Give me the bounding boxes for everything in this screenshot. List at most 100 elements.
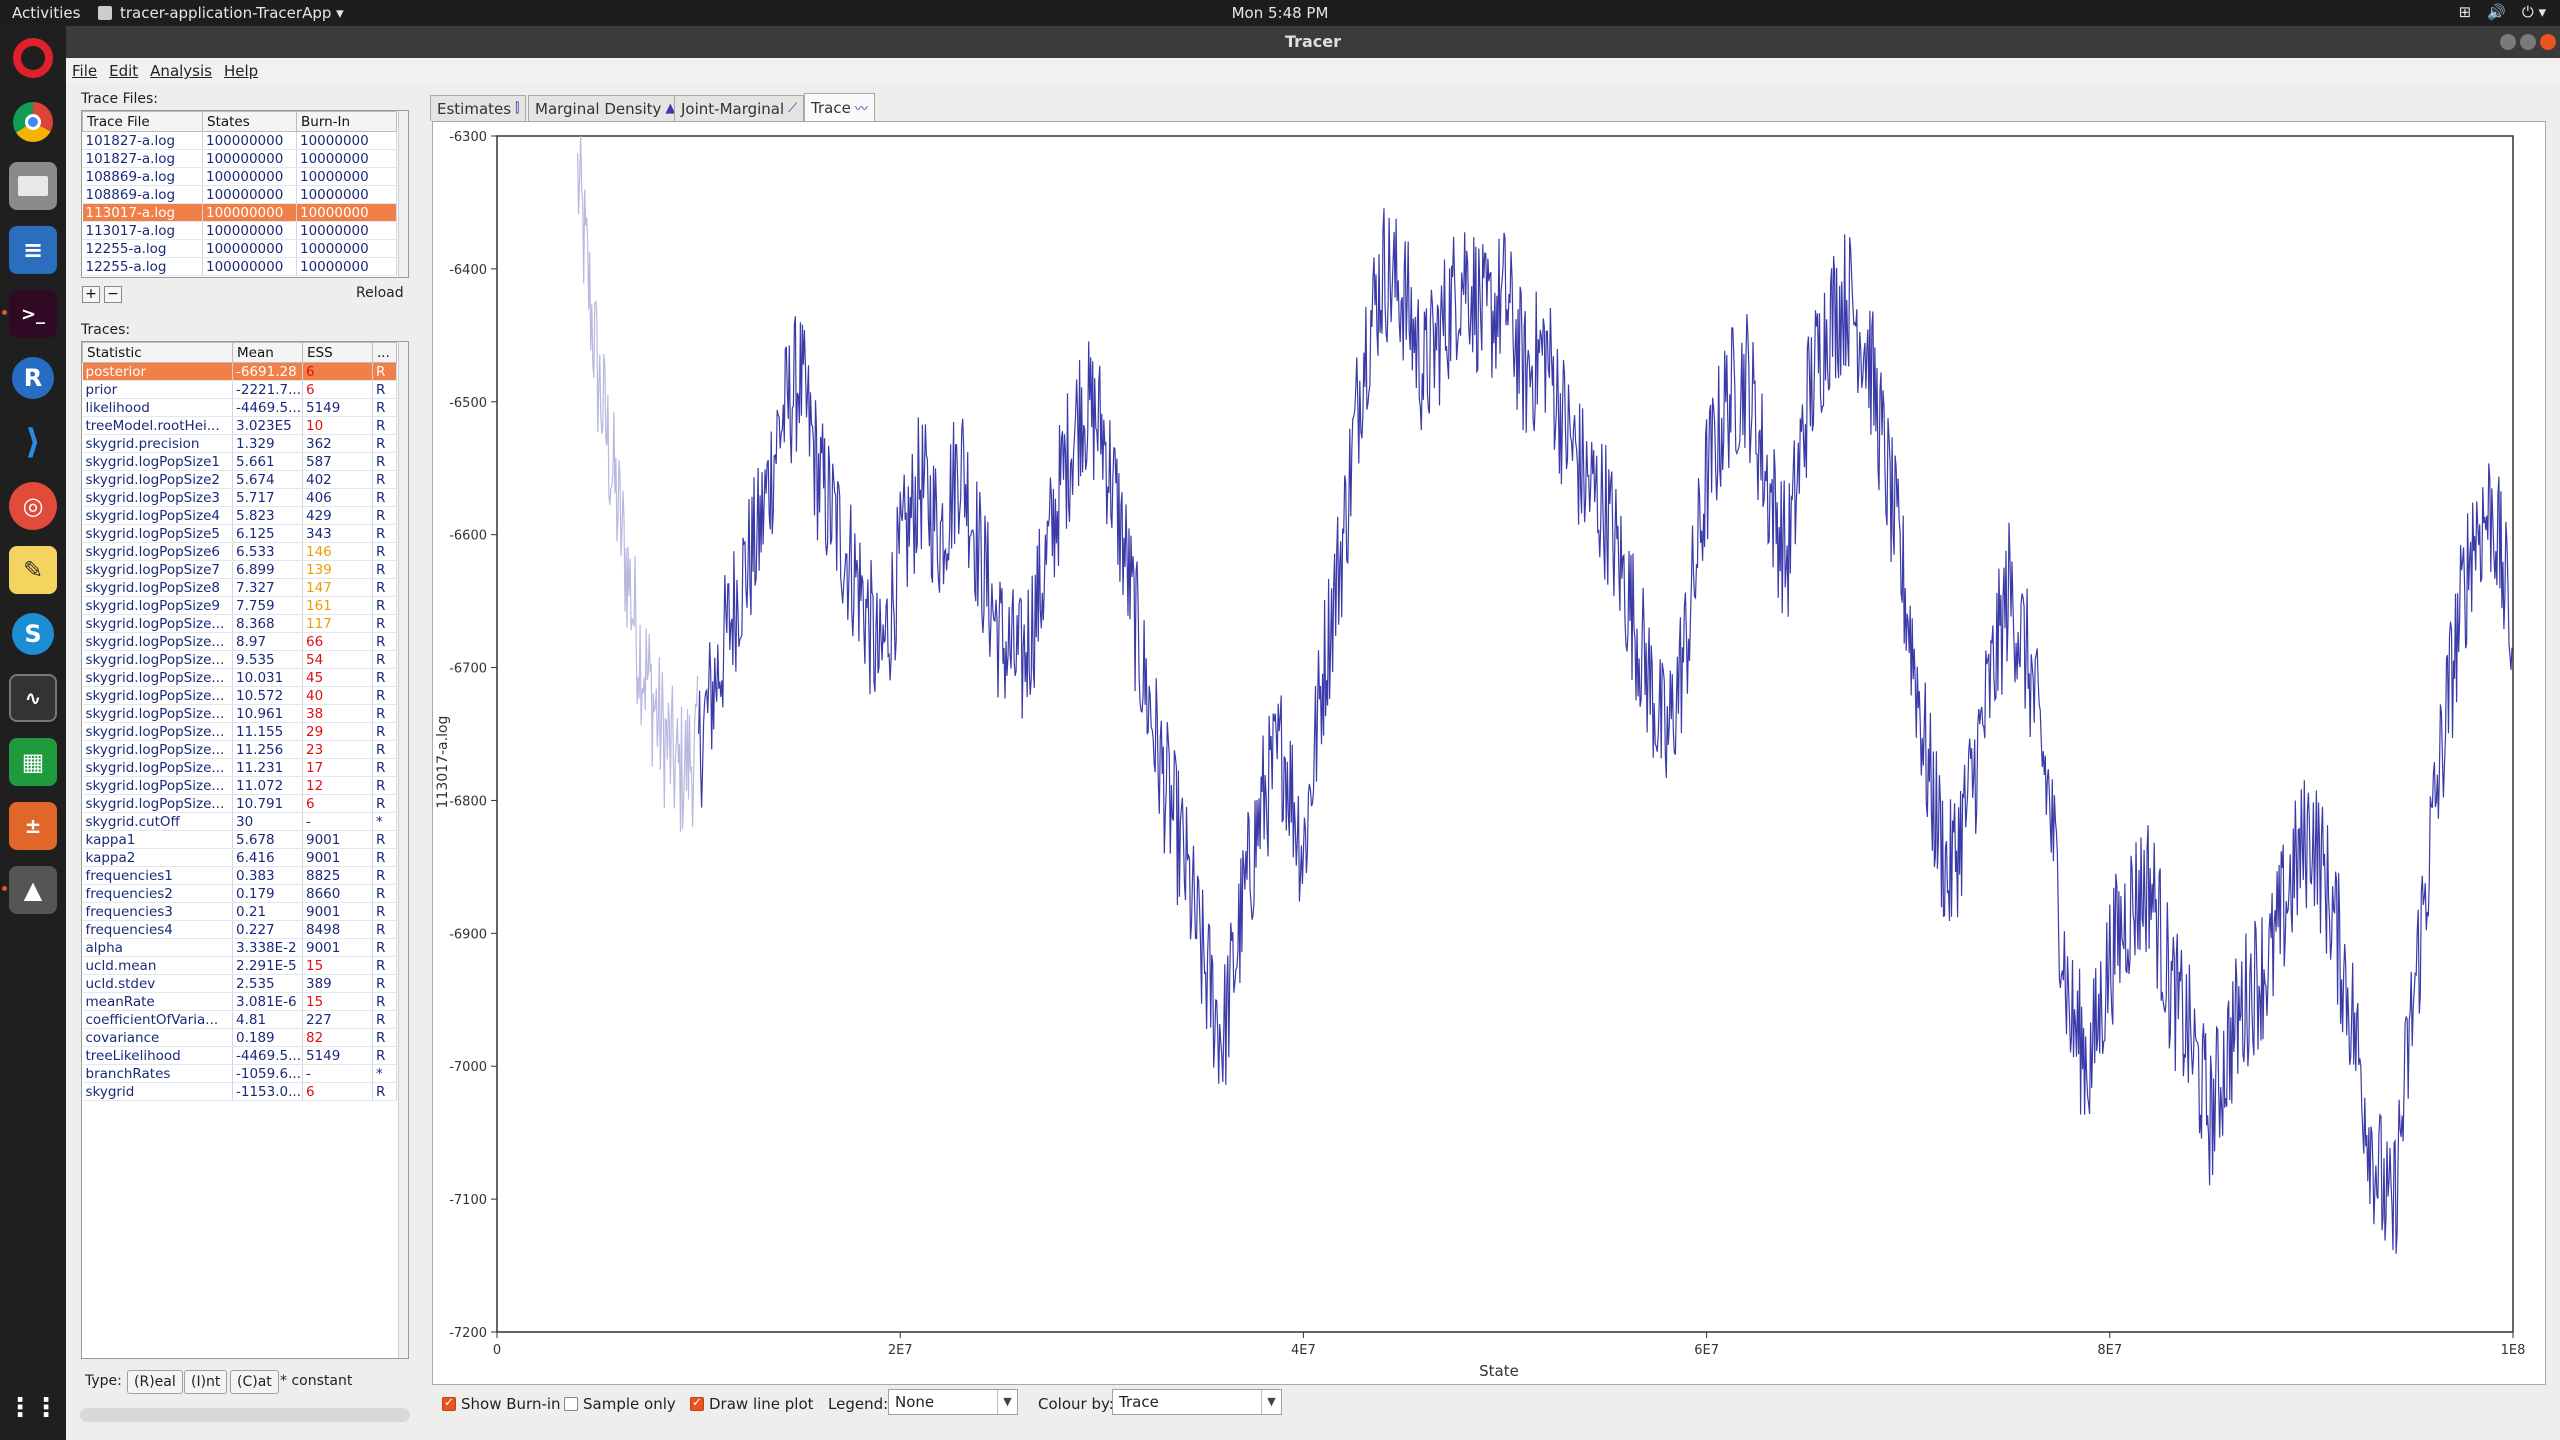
trace-type[interactable]: R (372, 704, 397, 723)
trace-mean[interactable]: 5.823 (232, 506, 303, 525)
chrome-icon[interactable] (9, 98, 57, 146)
trace-ess[interactable]: - (302, 812, 373, 831)
trace-row[interactable]: skygrid.logPopSize... 10.961 38 R (82, 704, 397, 723)
trace-file-burnin[interactable]: 10000000 (296, 239, 397, 258)
opera-icon[interactable] (9, 34, 57, 82)
trace-type[interactable]: R (372, 758, 397, 777)
trace-statistic[interactable]: skygrid.logPopSize8 (82, 578, 233, 597)
minimize-icon[interactable] (2500, 34, 2516, 50)
trace-type[interactable]: R (372, 938, 397, 957)
trace-file-states[interactable]: 100000000 (202, 185, 297, 204)
writer-icon[interactable]: ≡ (9, 226, 57, 274)
trace-mean[interactable]: 7.327 (232, 578, 303, 597)
trace-mean[interactable]: 10.791 (232, 794, 303, 813)
trace-file-row[interactable]: 101827-a.log 100000000 10000000 (82, 131, 397, 150)
trace-ess[interactable]: 139 (302, 560, 373, 579)
trace-statistic[interactable]: coefficientOfVaria... (82, 1010, 233, 1029)
trace-ess[interactable]: 362 (302, 434, 373, 453)
trace-type[interactable]: R (372, 884, 397, 903)
trace-mean[interactable]: -2221.7... (232, 380, 303, 399)
trace-ess[interactable]: 38 (302, 704, 373, 723)
trace-type[interactable]: R (372, 380, 397, 399)
trace-file-states[interactable]: 100000000 (202, 203, 297, 222)
trace-ess[interactable]: 15 (302, 956, 373, 975)
menu-analysis[interactable]: Analysis (150, 62, 212, 80)
trace-statistic[interactable]: skygrid.logPopSize... (82, 776, 233, 795)
trace-file-row[interactable]: 113017-a.log 100000000 10000000 (82, 221, 397, 240)
trace-row[interactable]: coefficientOfVaria... 4.81 227 R (82, 1010, 397, 1029)
trace-type[interactable]: R (372, 452, 397, 471)
trace-file-burnin[interactable]: 10000000 (296, 131, 397, 150)
trace-type[interactable]: R (372, 632, 397, 651)
trace-ess[interactable]: 343 (302, 524, 373, 543)
type-cat-button[interactable]: (C)at (230, 1370, 279, 1394)
trace-row[interactable]: skygrid.logPopSize... 11.072 12 R (82, 776, 397, 795)
trace-type[interactable]: R (372, 848, 397, 867)
trace-mean[interactable]: 6.899 (232, 560, 303, 579)
trace-file-row[interactable]: 108869-a.log 100000000 10000000 (82, 167, 397, 186)
trace-ess[interactable]: 5149 (302, 398, 373, 417)
trace-file-states[interactable]: 100000000 (202, 167, 297, 186)
trace-mean[interactable]: -1153.0... (232, 1082, 303, 1101)
trace-file-burnin[interactable]: 10000000 (296, 257, 397, 276)
trace-ess[interactable]: 40 (302, 686, 373, 705)
trace-row[interactable]: meanRate 3.081E-6 15 R (82, 992, 397, 1011)
trace-file-burnin[interactable]: 10000000 (296, 167, 397, 186)
trace-type[interactable]: R (372, 830, 397, 849)
trace-row[interactable]: skygrid.logPopSize8 7.327 147 R (82, 578, 397, 597)
trace-ess[interactable]: 45 (302, 668, 373, 687)
trace-statistic[interactable]: skygrid (82, 1082, 233, 1101)
trace-type[interactable]: R (372, 578, 397, 597)
trace-row[interactable]: likelihood -4469.5... 5149 R (82, 398, 397, 417)
trace-mean[interactable]: 2.291E-5 (232, 956, 303, 975)
trace-row[interactable]: frequencies3 0.21 9001 R (82, 902, 397, 921)
type-real-button[interactable]: (R)eal (127, 1370, 183, 1394)
trace-files-scrollbar[interactable] (398, 111, 408, 277)
vscode-icon[interactable]: ⟩ (25, 422, 41, 462)
trace-file-burnin[interactable]: 10000000 (296, 149, 397, 168)
trace-type[interactable]: R (372, 434, 397, 453)
trace-statistic[interactable]: skygrid.logPopSize... (82, 686, 233, 705)
trace-file-row[interactable]: 12255-a.log 100000000 10000000 (82, 257, 397, 276)
trace-row[interactable]: skygrid.logPopSize6 6.533 146 R (82, 542, 397, 561)
trace-statistic[interactable]: skygrid.logPopSize... (82, 668, 233, 687)
trace-ess[interactable]: 8825 (302, 866, 373, 885)
trace-type[interactable]: R (372, 596, 397, 615)
col-ess[interactable]: ESS (302, 342, 373, 363)
trace-type[interactable]: R (372, 488, 397, 507)
remove-trace-button[interactable]: − (104, 286, 122, 303)
trace-row[interactable]: treeModel.rootHei... 3.023E5 10 R (82, 416, 397, 435)
trace-ess[interactable]: 6 (302, 380, 373, 399)
trace-row[interactable]: frequencies4 0.227 8498 R (82, 920, 397, 939)
trace-file-row[interactable]: 108869-a.log 100000000 10000000 (82, 185, 397, 204)
trace-row[interactable]: skygrid.logPopSize... 11.155 29 R (82, 722, 397, 741)
trace-row[interactable]: skygrid.logPopSize... 8.97 66 R (82, 632, 397, 651)
trace-mean[interactable]: 3.338E-2 (232, 938, 303, 957)
trace-statistic[interactable]: skygrid.logPopSize... (82, 650, 233, 669)
trace-mean[interactable]: 5.661 (232, 452, 303, 471)
trace-type[interactable]: R (372, 560, 397, 579)
trace-ess[interactable]: 587 (302, 452, 373, 471)
trace-file-row[interactable]: 113017-a.log 100000000 10000000 (82, 203, 397, 222)
col-trace-file[interactable]: Trace File (82, 111, 203, 132)
trace-type[interactable]: R (372, 398, 397, 417)
calc-icon[interactable]: ▦ (9, 738, 57, 786)
system-tray[interactable]: ⊞ 🔊 ⏻ ▾ (2459, 3, 2546, 21)
trace-row[interactable]: ucld.mean 2.291E-5 15 R (82, 956, 397, 975)
trace-file-row[interactable]: 101827-a.log 100000000 10000000 (82, 149, 397, 168)
trace-row[interactable]: skygrid.logPopSize1 5.661 587 R (82, 452, 397, 471)
app-menu[interactable]: tracer-application-TracerApp ▾ (98, 4, 344, 22)
trace-row[interactable]: skygrid.precision 1.329 362 R (82, 434, 397, 453)
trace-mean[interactable]: 11.256 (232, 740, 303, 759)
system-monitor-icon[interactable]: ∿ (9, 674, 57, 722)
tab-estimates[interactable]: Estimates ⫿ (430, 95, 527, 121)
col-states[interactable]: States (202, 111, 297, 132)
menu-help[interactable]: Help (223, 62, 259, 80)
trace-type[interactable]: R (372, 1010, 397, 1029)
trace-mean[interactable]: 3.081E-6 (232, 992, 303, 1011)
trace-file-name[interactable]: 108869-a.log (82, 185, 203, 204)
trace-ess[interactable]: 12 (302, 776, 373, 795)
trace-mean[interactable]: 8.368 (232, 614, 303, 633)
menu-edit[interactable]: Edit (109, 62, 139, 80)
trace-file-burnin[interactable]: 10000000 (296, 185, 397, 204)
